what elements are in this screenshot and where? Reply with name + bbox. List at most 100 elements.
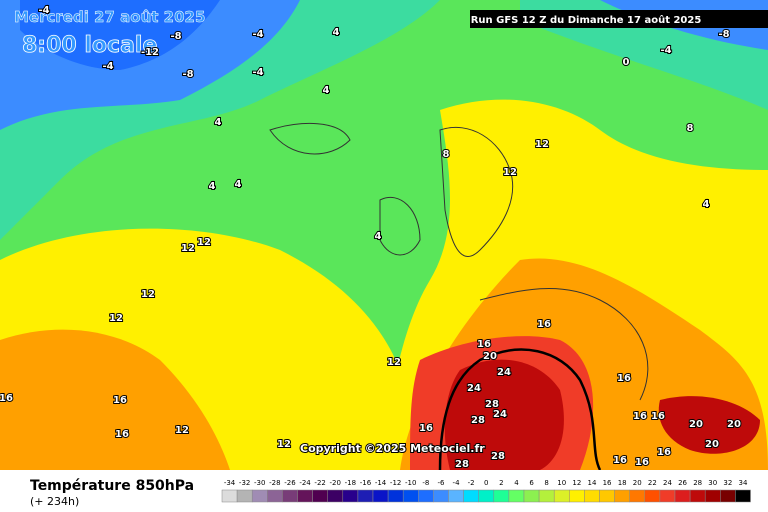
contour-label: -8	[182, 69, 193, 80]
scale-swatch	[629, 489, 646, 503]
contour-label: 4	[209, 181, 216, 192]
scale-label: 18	[618, 479, 627, 487]
scale-swatch	[221, 489, 238, 503]
contour-label: 16	[0, 393, 13, 404]
cold-core	[20, 0, 220, 70]
scale-swatch	[644, 489, 661, 503]
contour-label: 16	[613, 455, 627, 466]
contour-label: 24	[467, 383, 481, 394]
contour-label: 24	[493, 409, 507, 420]
scale-label: -26	[284, 479, 296, 487]
scale-label: 24	[663, 479, 672, 487]
scale-swatch	[508, 489, 525, 503]
scale-label: 2	[499, 479, 503, 487]
scale-label: 4	[514, 479, 519, 487]
contour-label: 12	[503, 167, 517, 178]
contour-label: 12	[387, 357, 401, 368]
scale-swatch	[342, 489, 359, 503]
contour-label: -4	[252, 67, 263, 78]
scale-label: -30	[254, 479, 265, 487]
scale-label: 14	[587, 479, 596, 487]
color-scale: -34 -32 -30 -28 -26 -24 -22 -20 -18 -16 -14 -12 -10-…	[221, 479, 751, 503]
scale-label: 28	[693, 479, 702, 487]
scale-label: 16	[603, 479, 612, 487]
contour-label: 4	[333, 27, 340, 38]
scale-swatch	[735, 489, 751, 503]
coastlines	[269, 122, 649, 401]
scale-swatch	[267, 489, 283, 503]
scale-label: -4	[453, 479, 461, 487]
scale-label: -22	[314, 479, 325, 487]
scale-label: 20	[633, 479, 642, 487]
scale-label: 22	[648, 479, 657, 487]
scale-label: -8	[422, 479, 429, 487]
scale-label: -12	[390, 479, 401, 487]
scale-label: 10	[557, 479, 566, 487]
field-name: Température 850hPa	[30, 478, 194, 494]
contour-label: 12	[175, 425, 189, 436]
contour-label: 4	[375, 231, 382, 242]
contour-label: 4	[703, 199, 710, 210]
scale-swatch	[433, 489, 449, 503]
contour-label: 0	[623, 57, 630, 68]
lead-time: (+ 234h)	[30, 495, 79, 508]
scale-swatch	[659, 489, 676, 503]
contour-label: 16	[113, 395, 127, 406]
contour-label: 12	[109, 313, 123, 324]
contour-label: 4	[323, 85, 330, 96]
contour-label: 12	[141, 289, 155, 300]
isotherm-24	[438, 348, 602, 471]
forecast-date: Mercredi 27 août 2025	[14, 8, 205, 26]
contour-label: 16	[115, 429, 129, 440]
scale-label: 34	[738, 479, 747, 487]
contour-label: 8	[443, 149, 450, 160]
contour-label: 28	[471, 415, 485, 426]
run-banner	[470, 10, 768, 28]
contour-label: 16	[657, 447, 671, 458]
scale-label: -6	[437, 479, 445, 487]
scale-swatch	[599, 489, 615, 503]
copyright: Copyright ©2025 Meteociel.fr	[300, 442, 485, 455]
scale-swatch	[327, 489, 344, 503]
extreme-zone	[444, 359, 564, 470]
scale-swatch	[418, 489, 434, 503]
scale-swatch	[704, 489, 721, 503]
contour-label: 16	[633, 411, 647, 422]
scale-swatch	[251, 489, 268, 503]
contour-label: -4	[102, 61, 113, 72]
contour-label: 16	[617, 373, 631, 384]
scale-swatch	[569, 489, 585, 503]
contour-label: 4	[235, 179, 242, 190]
contour-label: 28	[455, 459, 469, 470]
east-hot	[658, 396, 760, 454]
scale-swatch	[553, 489, 570, 503]
scale-label: 0	[484, 479, 488, 487]
scale-swatch	[538, 489, 555, 503]
scale-label: -14	[375, 479, 387, 487]
contour-label: 28	[491, 451, 505, 462]
scale-swatch	[357, 489, 374, 503]
scale-label: 32	[723, 479, 732, 487]
scale-swatch	[463, 489, 479, 503]
scale-swatch	[448, 489, 464, 503]
scale-label: -18	[345, 479, 356, 487]
hot-west	[0, 329, 230, 470]
scale-swatch	[312, 489, 328, 503]
scale-swatch	[387, 489, 404, 503]
contour-label: -4	[660, 45, 671, 56]
scale-swatch	[689, 489, 706, 503]
contour-label: 8	[687, 123, 694, 134]
contour-label: -8	[170, 31, 181, 42]
scale-label: 26	[678, 479, 687, 487]
contour-label: 20	[689, 419, 703, 430]
scale-swatch	[478, 489, 495, 503]
contour-label: 28	[485, 399, 499, 410]
scale-label: 6	[529, 479, 534, 487]
scale-swatch	[584, 489, 600, 503]
run-info: Run GFS 12 Z du Dimanche 17 août 2025	[471, 14, 702, 26]
contour-label: -4	[38, 5, 49, 16]
contour-label: 20	[483, 351, 497, 362]
scale-swatch	[614, 489, 630, 503]
scale-label: -16	[360, 479, 372, 487]
